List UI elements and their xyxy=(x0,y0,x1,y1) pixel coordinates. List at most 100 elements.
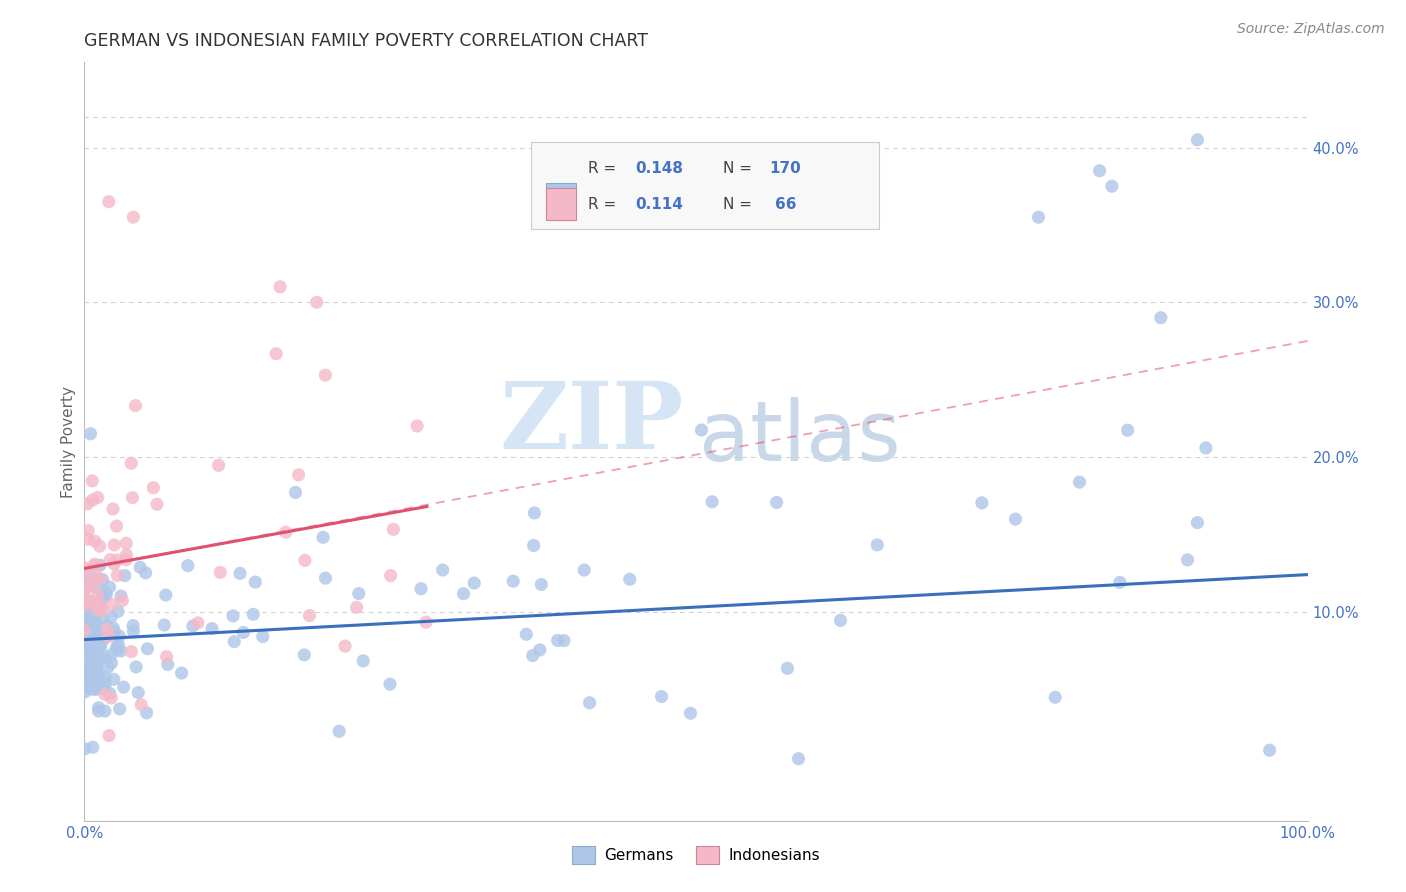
Point xyxy=(245,575,267,590)
Point xyxy=(187,615,209,630)
Point xyxy=(82,595,104,609)
Point xyxy=(1043,690,1066,705)
Point xyxy=(574,563,596,577)
Point xyxy=(776,661,799,675)
Point xyxy=(83,595,105,609)
Point xyxy=(409,582,432,596)
Point xyxy=(86,682,108,697)
Point xyxy=(75,625,97,640)
Point xyxy=(76,604,98,618)
Point xyxy=(100,690,122,705)
Point xyxy=(89,651,111,665)
Point xyxy=(274,525,297,540)
Point xyxy=(82,740,104,755)
Point xyxy=(97,629,120,643)
Point xyxy=(136,641,159,656)
Point xyxy=(252,630,274,644)
Point xyxy=(84,673,107,687)
Point xyxy=(76,497,98,511)
Point xyxy=(86,571,108,585)
Point xyxy=(86,627,108,641)
Point xyxy=(1258,743,1281,757)
Point xyxy=(96,623,118,637)
Point xyxy=(122,210,145,224)
Point xyxy=(135,566,157,580)
Point xyxy=(142,481,165,495)
Point xyxy=(87,595,110,609)
Point xyxy=(432,563,454,577)
Point xyxy=(73,591,96,605)
Point xyxy=(242,607,264,622)
Point xyxy=(1028,210,1050,224)
Point xyxy=(1108,575,1130,590)
Point xyxy=(89,640,111,655)
Point xyxy=(100,656,122,670)
Point xyxy=(103,538,125,552)
Text: 0.148: 0.148 xyxy=(636,161,683,176)
Point xyxy=(107,604,129,618)
Point xyxy=(76,594,98,608)
Point xyxy=(177,558,200,573)
Point xyxy=(73,685,96,699)
Point xyxy=(523,506,546,520)
Point xyxy=(453,587,475,601)
Point xyxy=(101,502,124,516)
Point xyxy=(80,604,103,618)
Point xyxy=(229,566,252,581)
Point xyxy=(314,368,336,383)
Point xyxy=(83,682,105,697)
Text: atlas: atlas xyxy=(699,397,901,478)
Point xyxy=(100,648,122,662)
Point xyxy=(115,536,138,550)
Point xyxy=(98,552,121,566)
Point xyxy=(94,677,117,691)
Point xyxy=(378,677,401,691)
Point xyxy=(94,688,117,702)
Point xyxy=(100,610,122,624)
Point xyxy=(105,568,128,582)
Point xyxy=(93,681,115,696)
Point xyxy=(523,539,546,553)
Point xyxy=(765,495,787,509)
Point xyxy=(1069,475,1091,489)
Text: R =: R = xyxy=(588,161,621,176)
Point xyxy=(201,622,224,636)
Point xyxy=(82,665,104,680)
Point xyxy=(80,657,103,671)
Point xyxy=(96,619,118,633)
Point xyxy=(120,456,142,470)
Point xyxy=(89,572,111,586)
Point xyxy=(94,632,117,646)
Point xyxy=(87,700,110,714)
Point xyxy=(105,519,128,533)
Point xyxy=(98,729,121,743)
Point xyxy=(79,623,101,637)
Point xyxy=(352,654,374,668)
Point xyxy=(83,656,105,670)
Point xyxy=(97,660,120,674)
Point xyxy=(1187,133,1209,147)
Point xyxy=(103,673,125,687)
Point xyxy=(209,566,232,580)
Point xyxy=(83,615,105,629)
Point xyxy=(284,485,307,500)
Point xyxy=(125,660,148,674)
Point xyxy=(80,577,103,591)
Point xyxy=(75,599,97,613)
Point xyxy=(80,657,103,671)
Point xyxy=(787,752,810,766)
Point xyxy=(155,588,177,602)
Point xyxy=(80,663,103,677)
Text: 170: 170 xyxy=(769,161,801,176)
Point xyxy=(80,639,103,653)
Point xyxy=(314,571,336,585)
Point xyxy=(82,678,104,692)
Point xyxy=(84,608,107,623)
Point xyxy=(122,624,145,639)
Point xyxy=(129,560,152,574)
Point xyxy=(96,587,118,601)
Point xyxy=(89,602,111,616)
Point xyxy=(84,620,107,634)
Point xyxy=(90,639,112,653)
Point xyxy=(75,614,97,628)
